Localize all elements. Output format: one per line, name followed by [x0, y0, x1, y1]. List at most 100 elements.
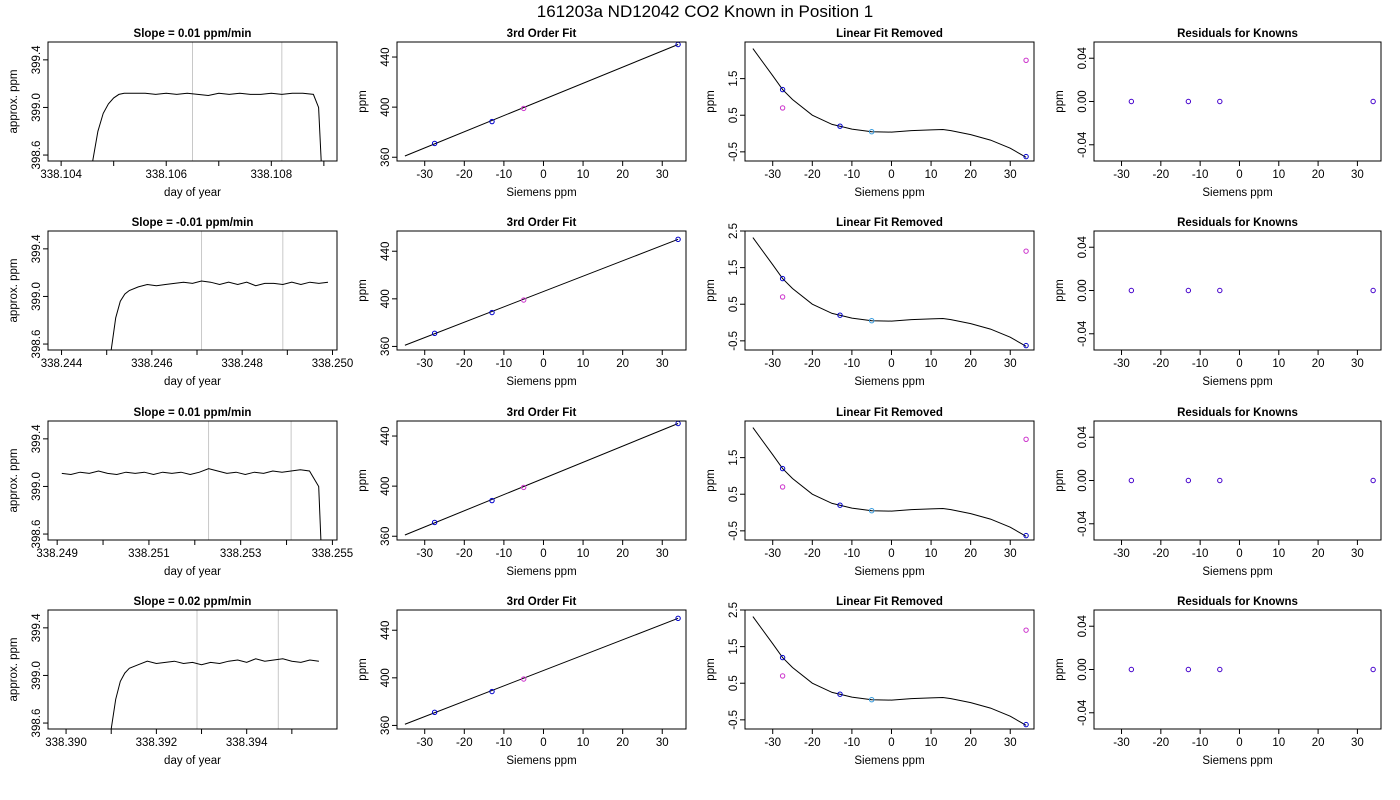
- y-tick-label: 400: [380, 98, 392, 117]
- panel-title: Slope = 0.01 ppm/min: [134, 407, 252, 419]
- plot-frame: [396, 230, 687, 351]
- x-tick-label: 338.246: [131, 358, 173, 370]
- x-tick-label: 20: [1312, 169, 1325, 181]
- data-point: [520, 105, 527, 112]
- x-tick-label: -10: [496, 548, 513, 560]
- x-tick-label: 30: [1004, 169, 1017, 181]
- data-point: [779, 275, 786, 282]
- data-point: [489, 118, 495, 125]
- data-point: [1217, 287, 1223, 294]
- plot-frame: [744, 420, 1035, 541]
- y-axis-label: ppm: [705, 279, 717, 301]
- panel-grid: Slope = 0.01 ppm/min 338.104 338.106 338.10…: [8, 28, 1382, 767]
- panel-r1-fit: 3rd Order Fit -30 -20 -10 0 10 20 30 360 400 440 Si…: [357, 28, 687, 199]
- x-tick-label: 10: [925, 169, 938, 181]
- y-tick-label: 440: [380, 426, 392, 445]
- plot-frame: [1093, 420, 1382, 541]
- data-point: [489, 309, 495, 316]
- y-tick-label: 399.0: [31, 93, 43, 122]
- panel-r1-timeseries: Slope = 0.01 ppm/min 338.104 338.106 338.10…: [8, 28, 338, 199]
- y-axis-label: approx. ppm: [8, 259, 20, 323]
- x-tick-label: 10: [577, 548, 590, 560]
- panel-title: Slope = -0.01 ppm/min: [132, 217, 254, 229]
- series-line: [110, 658, 319, 729]
- data-point: [1370, 287, 1376, 294]
- x-tick-label: -10: [496, 358, 513, 370]
- x-tick-label: 0: [888, 548, 894, 560]
- y-tick-label: 0.5: [728, 296, 740, 312]
- y-axis-label: ppm: [1054, 658, 1066, 680]
- x-axis-label: Siemens ppm: [1202, 187, 1272, 199]
- panel-r3-residuals: Residuals for Knowns -30 -20 -10 0 10 20 30 -0.0…: [1054, 407, 1382, 578]
- x-axis-label: Siemens ppm: [1202, 755, 1272, 767]
- panel-r4-residuals: Residuals for Knowns -30 -20 -10 0 10 20 30 -0.0…: [1054, 596, 1382, 767]
- x-tick-label: -30: [764, 548, 781, 560]
- y-tick-label: 0.04: [1077, 425, 1089, 448]
- y-tick-label: 399.4: [31, 424, 43, 453]
- y-tick-label: 399.0: [31, 661, 43, 690]
- data-point: [1128, 666, 1135, 673]
- x-tick-label: 0: [888, 737, 894, 749]
- data-point: [520, 676, 527, 682]
- y-tick-label: -0.5: [728, 142, 740, 162]
- x-tick-label: -10: [1192, 548, 1209, 560]
- data-point: [1023, 248, 1029, 254]
- cubic-curve: [752, 237, 1027, 347]
- y-axis-label: ppm: [357, 90, 369, 112]
- x-tick-label: -30: [764, 737, 781, 749]
- plot-frame: [396, 41, 687, 162]
- x-tick-label: 0: [888, 358, 894, 370]
- x-tick-label: -20: [456, 548, 473, 560]
- plot-area: [752, 48, 1029, 160]
- y-tick-label: 400: [380, 668, 392, 687]
- y-tick-label: 399.4: [31, 613, 43, 642]
- x-tick-label: 338.108: [251, 169, 293, 181]
- data-point: [779, 484, 786, 490]
- y-axis-label: ppm: [1054, 469, 1066, 491]
- y-axis-label: ppm: [705, 658, 717, 680]
- x-tick-label: 338.253: [220, 548, 262, 560]
- data-point: [1023, 436, 1029, 443]
- x-tick-label: -30: [416, 737, 433, 749]
- y-tick-label: 399.4: [31, 234, 43, 263]
- y-tick-label: 399.0: [31, 282, 43, 311]
- plot-area: [404, 421, 681, 536]
- panel-title: Slope = 0.01 ppm/min: [134, 28, 252, 40]
- y-axis-label: ppm: [357, 658, 369, 680]
- x-axis-label: Siemens ppm: [506, 376, 576, 388]
- x-tick-label: 30: [1004, 737, 1017, 749]
- y-tick-label: 0.5: [728, 107, 740, 123]
- data-point: [1128, 287, 1135, 294]
- x-tick-label: -10: [844, 169, 861, 181]
- x-tick-label: 338.248: [221, 358, 263, 370]
- x-tick-label: 20: [964, 169, 977, 181]
- x-tick-label: 10: [925, 737, 938, 749]
- data-point: [779, 294, 786, 300]
- plot-frame: [744, 41, 1035, 162]
- x-tick-label: 0: [888, 169, 894, 181]
- plot-area: [1128, 287, 1376, 294]
- x-tick-label: 20: [1312, 358, 1325, 370]
- y-tick-label: -0.5: [728, 331, 740, 351]
- data-point: [779, 654, 786, 661]
- panel-r2-timeseries: Slope = -0.01 ppm/min 338.244 338.246 338.2…: [8, 217, 353, 388]
- plot-frame: [1093, 41, 1382, 162]
- x-tick-label: 338.106: [145, 169, 187, 181]
- x-tick-label: -30: [764, 358, 781, 370]
- data-point: [520, 297, 527, 303]
- x-tick-label: 10: [577, 737, 590, 749]
- x-tick-label: -10: [1192, 737, 1209, 749]
- x-tick-label: -10: [844, 358, 861, 370]
- x-tick-label: 0: [540, 358, 546, 370]
- x-tick-label: 0: [1236, 548, 1242, 560]
- x-tick-label: 30: [1351, 548, 1364, 560]
- series-line: [110, 280, 329, 350]
- x-tick-label: -20: [804, 548, 821, 560]
- data-point: [837, 312, 843, 318]
- y-tick-label: 0.5: [728, 675, 740, 691]
- y-axis-label: ppm: [1054, 90, 1066, 112]
- data-point: [1370, 477, 1376, 484]
- fit-line: [404, 44, 679, 157]
- plot-area: [752, 616, 1029, 728]
- panel-r1-residuals: Residuals for Knowns -30 -20 -10 0 10 20 30 -0.0…: [1054, 28, 1382, 199]
